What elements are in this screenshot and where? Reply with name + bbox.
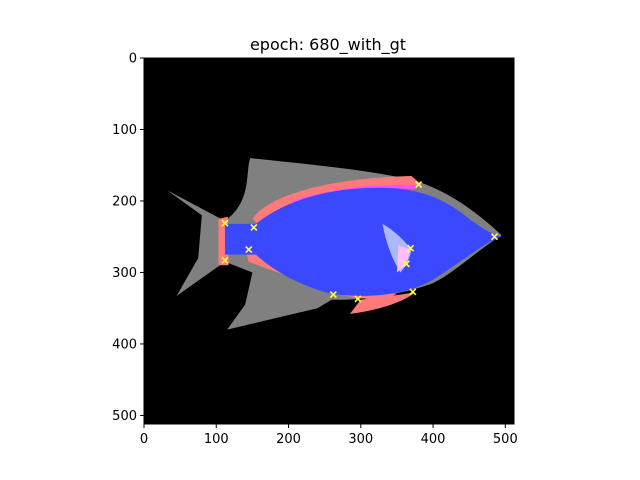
y-tick-label: 500	[112, 409, 137, 424]
plot-frame	[143, 57, 515, 425]
keypoint-markers	[221, 180, 499, 303]
keypoint-marker	[329, 291, 337, 299]
y-tick-label: 200	[112, 194, 137, 209]
keypoint-marker	[221, 256, 229, 264]
keypoint-marker	[250, 223, 258, 231]
keypoint-marker	[245, 246, 253, 254]
x-tick-label: 500	[493, 432, 518, 447]
pectoral-fin-tip	[396, 245, 411, 273]
x-axis: 0 100 200 300 400 500	[140, 424, 518, 447]
keypoint-marker	[221, 219, 229, 227]
x-tick-label: 100	[204, 432, 229, 447]
x-tick-label: 300	[348, 432, 373, 447]
keypoint-marker	[415, 180, 423, 189]
y-axis: 0 100 200 300 400 500	[112, 52, 144, 424]
keypoint-marker	[490, 233, 499, 241]
y-tick-label: 300	[112, 266, 137, 281]
anal-fin-region	[349, 292, 415, 314]
keypoint-marker	[402, 260, 410, 268]
x-tick-label: 200	[276, 432, 301, 447]
plot-area	[144, 58, 514, 424]
keypoint-marker	[409, 288, 417, 296]
dorsal-fin-region	[252, 175, 423, 224]
body-region	[224, 187, 502, 296]
keypoint-marker	[407, 244, 415, 252]
keypoint-marker	[354, 295, 362, 303]
y-tick-label: 100	[112, 123, 137, 138]
y-tick-label: 400	[112, 337, 137, 352]
chart-title: epoch: 680_with_gt	[250, 35, 406, 55]
x-tick-label: 400	[421, 432, 446, 447]
y-tick-label: 0	[129, 52, 137, 67]
fish-image	[167, 158, 502, 330]
x-tick-label: 0	[140, 432, 148, 447]
